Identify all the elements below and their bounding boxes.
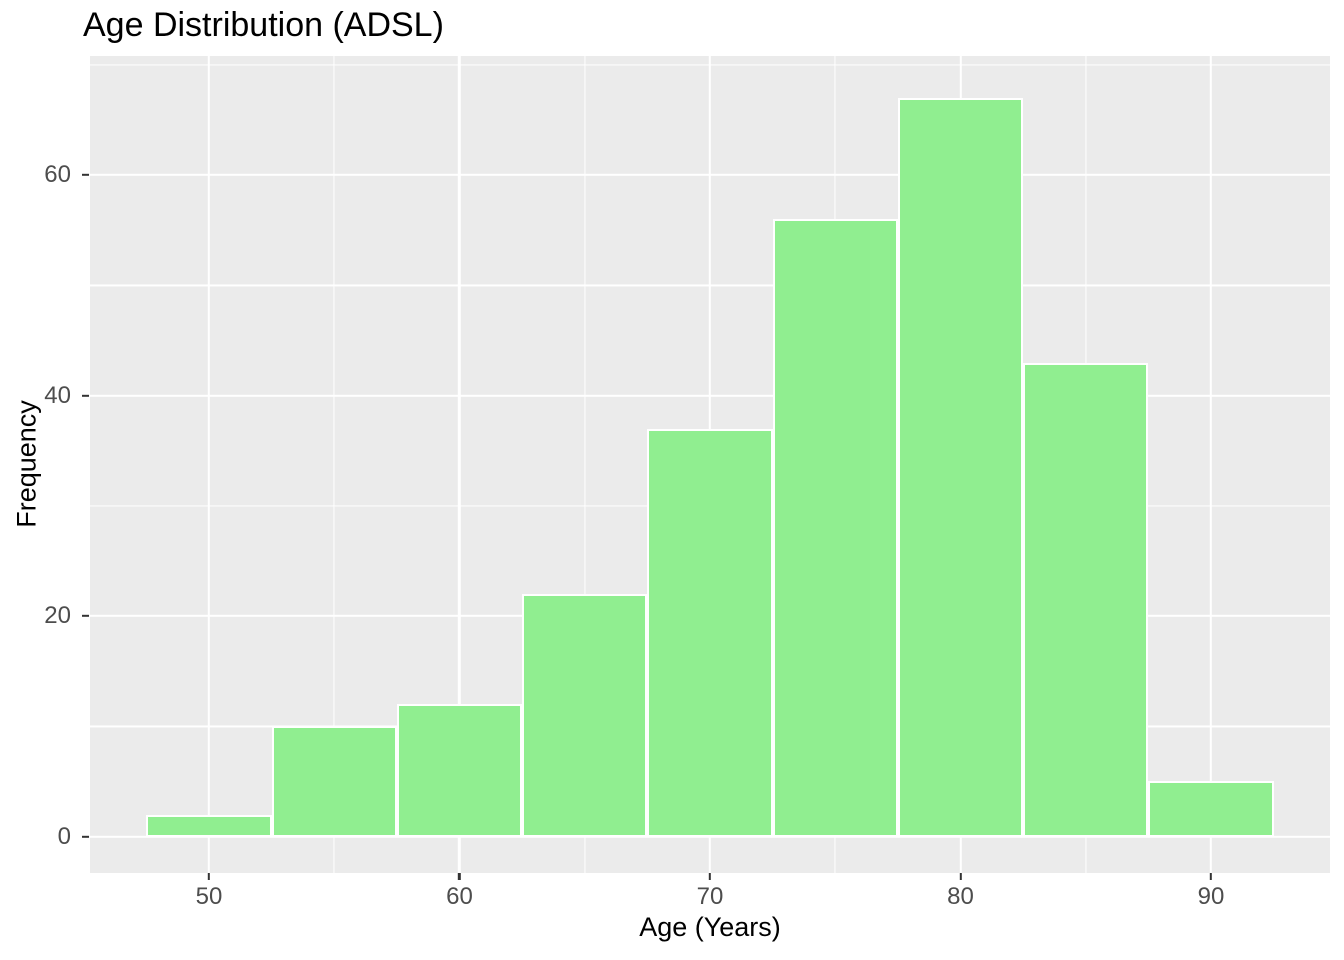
histogram-bar <box>271 726 397 837</box>
x-major-gridline <box>458 56 461 873</box>
x-tick-label: 70 <box>696 883 724 910</box>
x-major-gridline <box>207 56 211 873</box>
histogram-bar <box>772 219 898 837</box>
y-axis-tick-labels: 0 20 40 60 <box>0 56 78 873</box>
histogram-bar <box>1023 362 1149 837</box>
x-axis-tick-labels: 50 60 70 80 90 <box>90 883 1330 911</box>
histogram-bar <box>647 428 773 837</box>
x-tick-label: 80 <box>947 883 974 910</box>
x-axis-tick-marks <box>90 873 1330 881</box>
histogram-bar <box>897 97 1024 837</box>
y-tick-mark <box>82 614 89 618</box>
histogram-bar <box>522 594 648 837</box>
histogram-bar <box>396 704 523 837</box>
x-tick-mark <box>959 873 962 880</box>
y-tick-label: 0 <box>57 822 71 850</box>
x-minor-gridline <box>584 56 586 873</box>
y-tick-mark <box>82 835 89 838</box>
histogram-bar <box>1148 781 1274 837</box>
y-major-gridline <box>90 394 1330 397</box>
y-major-gridline <box>90 835 1330 838</box>
y-tick-label: 60 <box>44 161 71 189</box>
x-tick-label: 90 <box>1197 883 1225 910</box>
y-tick-mark <box>82 173 89 177</box>
x-tick-mark <box>207 873 211 880</box>
y-tick-label: 20 <box>44 602 71 630</box>
x-axis-title: Age (Years) <box>639 912 781 942</box>
chart-title: Age Distribution (ADSL) <box>83 6 444 44</box>
y-tick-mark <box>82 394 89 397</box>
histogram-bar <box>146 814 272 837</box>
y-axis-tick-marks <box>82 56 90 873</box>
x-minor-gridline <box>333 56 335 873</box>
x-major-gridline <box>1209 56 1213 873</box>
plot-panel <box>90 56 1330 873</box>
x-tick-label: 60 <box>446 883 473 910</box>
y-tick-label: 40 <box>44 381 71 409</box>
x-tick-mark <box>458 873 461 880</box>
y-major-gridline <box>90 173 1330 177</box>
x-tick-label: 50 <box>195 883 223 910</box>
x-tick-mark <box>708 873 712 880</box>
x-tick-mark <box>1209 873 1213 880</box>
